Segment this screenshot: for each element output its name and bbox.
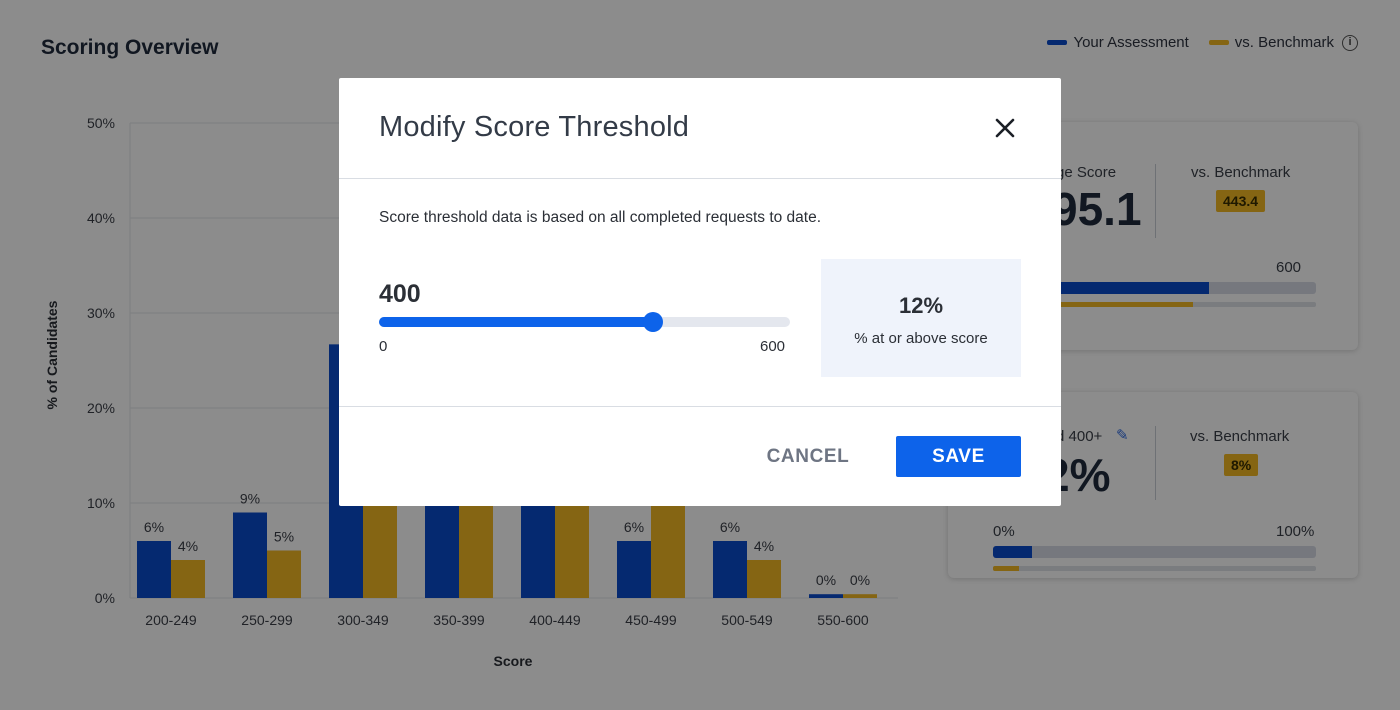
dialog-header-divider bbox=[339, 178, 1061, 179]
threshold-benchmark-badge: 8% bbox=[1224, 454, 1259, 476]
bar-benchmark[interactable] bbox=[171, 560, 205, 598]
threshold-benchmark-bar-fill bbox=[993, 566, 1019, 571]
cancel-button[interactable]: CANCEL bbox=[766, 446, 850, 467]
bar-value-label: 0% bbox=[816, 572, 836, 588]
bar-value-label: 6% bbox=[720, 519, 740, 535]
legend-swatch-benchmark bbox=[1208, 40, 1229, 45]
bar-value-label: 6% bbox=[144, 519, 164, 535]
x-tick-label: 350-399 bbox=[433, 612, 485, 628]
threshold-benchmark-bar bbox=[993, 566, 1316, 571]
x-tick-label: 400-449 bbox=[529, 612, 581, 628]
threshold-label: d 400+ bbox=[1056, 428, 1103, 445]
average-benchmark-label: vs. Benchmark bbox=[1191, 164, 1291, 181]
bar-value-label: 9% bbox=[240, 491, 260, 507]
legend-swatch-assessment bbox=[1047, 40, 1068, 45]
bar-benchmark[interactable] bbox=[843, 594, 877, 598]
average-benchmark-bar-fill bbox=[1000, 302, 1193, 307]
threshold-scale-max: 100% bbox=[1276, 523, 1315, 540]
page-title: Scoring Overview bbox=[41, 36, 219, 59]
bar-value-label: 4% bbox=[754, 538, 774, 554]
y-tick-label: 20% bbox=[87, 400, 115, 416]
y-tick-label: 30% bbox=[87, 305, 115, 321]
dialog-footer-divider bbox=[339, 406, 1061, 407]
y-tick-label: 10% bbox=[87, 495, 115, 511]
x-tick-label: 200-249 bbox=[145, 612, 197, 628]
card-divider bbox=[1155, 426, 1156, 500]
percent-at-or-above-box: 12% % at or above score bbox=[821, 259, 1021, 377]
bar-assessment[interactable] bbox=[617, 541, 651, 598]
chart-legend: Your Assessment vs. Benchmark i bbox=[1033, 34, 1358, 51]
average-score-label: ge Score bbox=[1056, 164, 1117, 181]
slider-max-label: 600 bbox=[760, 338, 786, 355]
x-tick-label: 300-349 bbox=[337, 612, 389, 628]
average-scale-max: 600 bbox=[1276, 259, 1302, 276]
bar-value-label: 5% bbox=[274, 529, 294, 545]
bar-assessment[interactable] bbox=[713, 541, 747, 598]
average-score-value: 95.1 bbox=[1052, 183, 1142, 235]
legend-label-assessment: Your Assessment bbox=[1073, 34, 1189, 51]
legend-label-benchmark: vs. Benchmark bbox=[1234, 34, 1334, 51]
x-tick-label: 500-549 bbox=[721, 612, 773, 628]
info-icon[interactable]: i bbox=[1342, 34, 1358, 51]
dialog-title: Modify Score Threshold bbox=[379, 111, 690, 143]
threshold-bar-fill bbox=[993, 546, 1032, 558]
threshold-benchmark-label: vs. Benchmark bbox=[1190, 428, 1290, 445]
bar-benchmark[interactable] bbox=[747, 560, 781, 598]
percent-value: 12% bbox=[898, 293, 944, 318]
average-benchmark-badge: 443.4 bbox=[1216, 190, 1266, 212]
bar-assessment[interactable] bbox=[809, 594, 843, 598]
x-tick-label: 550-600 bbox=[817, 612, 869, 628]
bar-value-label: 0% bbox=[850, 572, 870, 588]
slider-min-label: 0 bbox=[379, 338, 388, 355]
y-tick-label: 0% bbox=[95, 590, 115, 606]
bar-assessment[interactable] bbox=[233, 512, 267, 599]
x-axis-title: Score bbox=[494, 653, 533, 669]
slider-fill bbox=[379, 317, 653, 327]
slider-thumb[interactable] bbox=[642, 312, 663, 332]
legend-item-assessment: Your Assessment bbox=[1047, 34, 1189, 51]
slider-value: 400 bbox=[379, 280, 421, 308]
legend-item-benchmark: vs. Benchmark bbox=[1208, 34, 1334, 51]
pencil-icon[interactable]: ✎ bbox=[1116, 427, 1129, 444]
card-divider bbox=[1155, 164, 1156, 238]
y-tick-label: 50% bbox=[87, 115, 115, 131]
modify-score-threshold-dialog: Modify Score Threshold Score threshold d… bbox=[339, 78, 1061, 506]
average-benchmark-bar bbox=[1000, 302, 1316, 307]
close-icon[interactable] bbox=[991, 114, 1019, 142]
dialog-description: Score threshold data is based on all com… bbox=[379, 209, 822, 226]
x-tick-label: 450-499 bbox=[625, 612, 677, 628]
x-tick-label: 250-299 bbox=[241, 612, 293, 628]
threshold-scale-min: 0% bbox=[993, 523, 1015, 540]
bar-benchmark[interactable] bbox=[267, 550, 301, 599]
y-tick-label: 40% bbox=[87, 210, 115, 226]
bar-value-label: 4% bbox=[178, 538, 198, 554]
percent-label: % at or above score bbox=[854, 330, 988, 347]
score-threshold-slider[interactable] bbox=[379, 312, 790, 332]
threshold-bar bbox=[993, 546, 1316, 558]
y-axis-title: % of Candidates bbox=[44, 300, 60, 409]
save-button[interactable]: SAVE bbox=[896, 436, 1021, 477]
bar-value-label: 6% bbox=[624, 519, 644, 535]
bar-assessment[interactable] bbox=[137, 541, 171, 598]
